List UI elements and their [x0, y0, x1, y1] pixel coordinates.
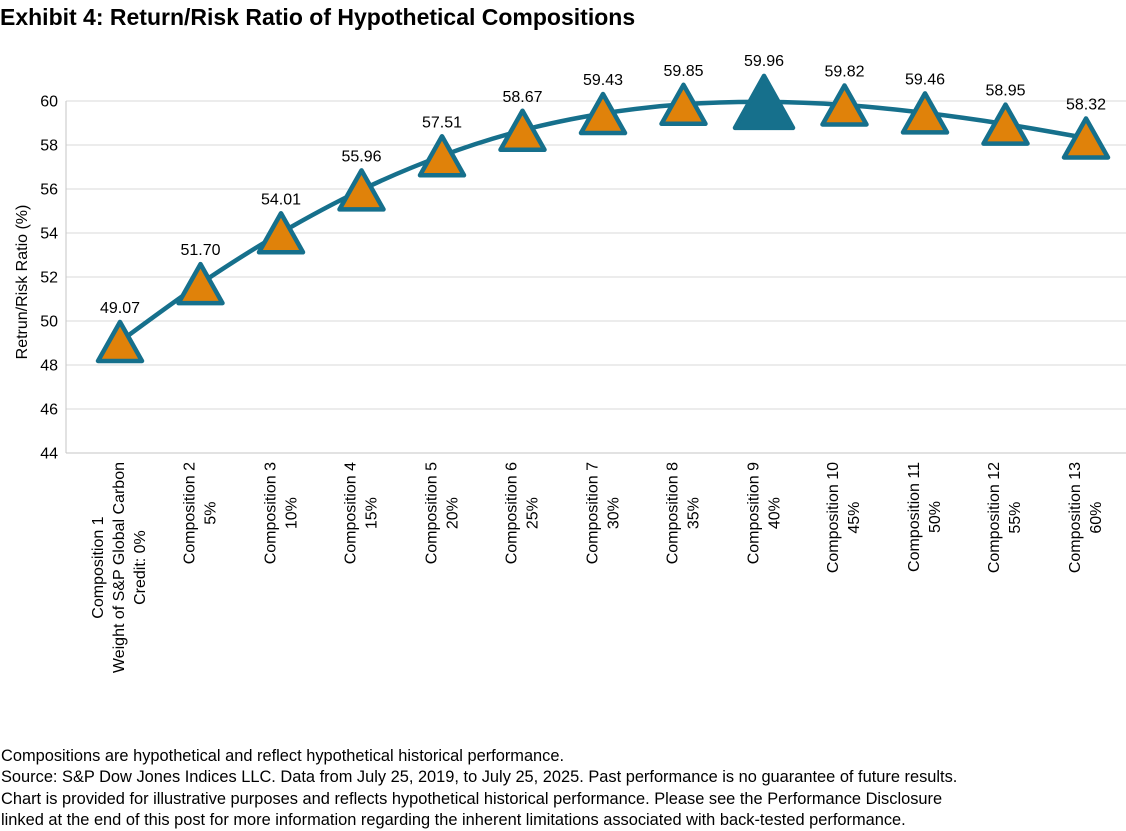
- data-label: 59.85: [663, 63, 703, 80]
- plot-svg: 44 46 48 50 52 54 56 58 60 49.07 51.70 54.01 55.96 57…: [40, 53, 1126, 463]
- y-axis-title: Retrun/Risk Ratio (%): [14, 204, 31, 360]
- marker-triangle: [498, 108, 547, 153]
- data-label: 49.07: [100, 300, 140, 317]
- marker-triangle: [578, 91, 628, 136]
- data-label: 59.43: [583, 72, 623, 89]
- marker-triangle: [417, 134, 467, 178]
- marker-triangle: [176, 261, 225, 306]
- marker-triangle: [1061, 116, 1111, 160]
- chart-title: Exhibit 4: Return/Risk Ratio of Hypothet…: [0, 4, 636, 30]
- marker-triangle: [981, 102, 1030, 146]
- footnote-line: Source: S&P Dow Jones Indices LLC. Data …: [1, 768, 958, 787]
- y-tick-label: 50: [40, 314, 58, 331]
- y-tick-label: 58: [40, 138, 58, 155]
- data-label: 59.46: [905, 71, 945, 88]
- y-tick-label: 52: [40, 270, 58, 287]
- footnote-line: Chart is provided for illustrative purpo…: [1, 789, 943, 808]
- data-label: 58.95: [985, 83, 1025, 100]
- marker-triangle: [256, 211, 306, 255]
- y-tick-label: 60: [40, 94, 58, 111]
- y-tick-label: 46: [40, 402, 58, 419]
- footnote-line: linked at the end of this post for more …: [1, 811, 906, 830]
- series-line: [117, 99, 1089, 344]
- chart-area: 44 46 48 50 52 54 56 58 60 49.07 51.70 54.01 55.96 57…: [14, 53, 1126, 673]
- footnotes: Compositions are hypothetical and reflec…: [1, 746, 957, 831]
- data-label: 59.82: [824, 63, 864, 80]
- marker-triangle-highlight: [732, 73, 796, 131]
- marker-triangle: [820, 83, 869, 127]
- data-label: 58.67: [502, 89, 542, 106]
- data-label: 57.51: [422, 114, 462, 131]
- data-label: 55.96: [341, 148, 381, 165]
- y-tick-label: 54: [40, 226, 58, 243]
- marker-triangle: [95, 319, 145, 364]
- data-label: 58.32: [1066, 96, 1106, 113]
- data-label: 54.01: [261, 191, 301, 208]
- data-label: 59.96: [744, 53, 784, 70]
- marker-triangle: [659, 82, 708, 127]
- footnote-line: Compositions are hypothetical and reflec…: [1, 747, 565, 765]
- marker-triangle: [337, 168, 386, 212]
- y-tick-label: 44: [40, 446, 58, 463]
- data-label: 51.70: [180, 242, 220, 259]
- marker-triangle: [900, 91, 950, 135]
- y-tick-label: 56: [40, 182, 58, 199]
- y-tick-label: 48: [40, 358, 58, 375]
